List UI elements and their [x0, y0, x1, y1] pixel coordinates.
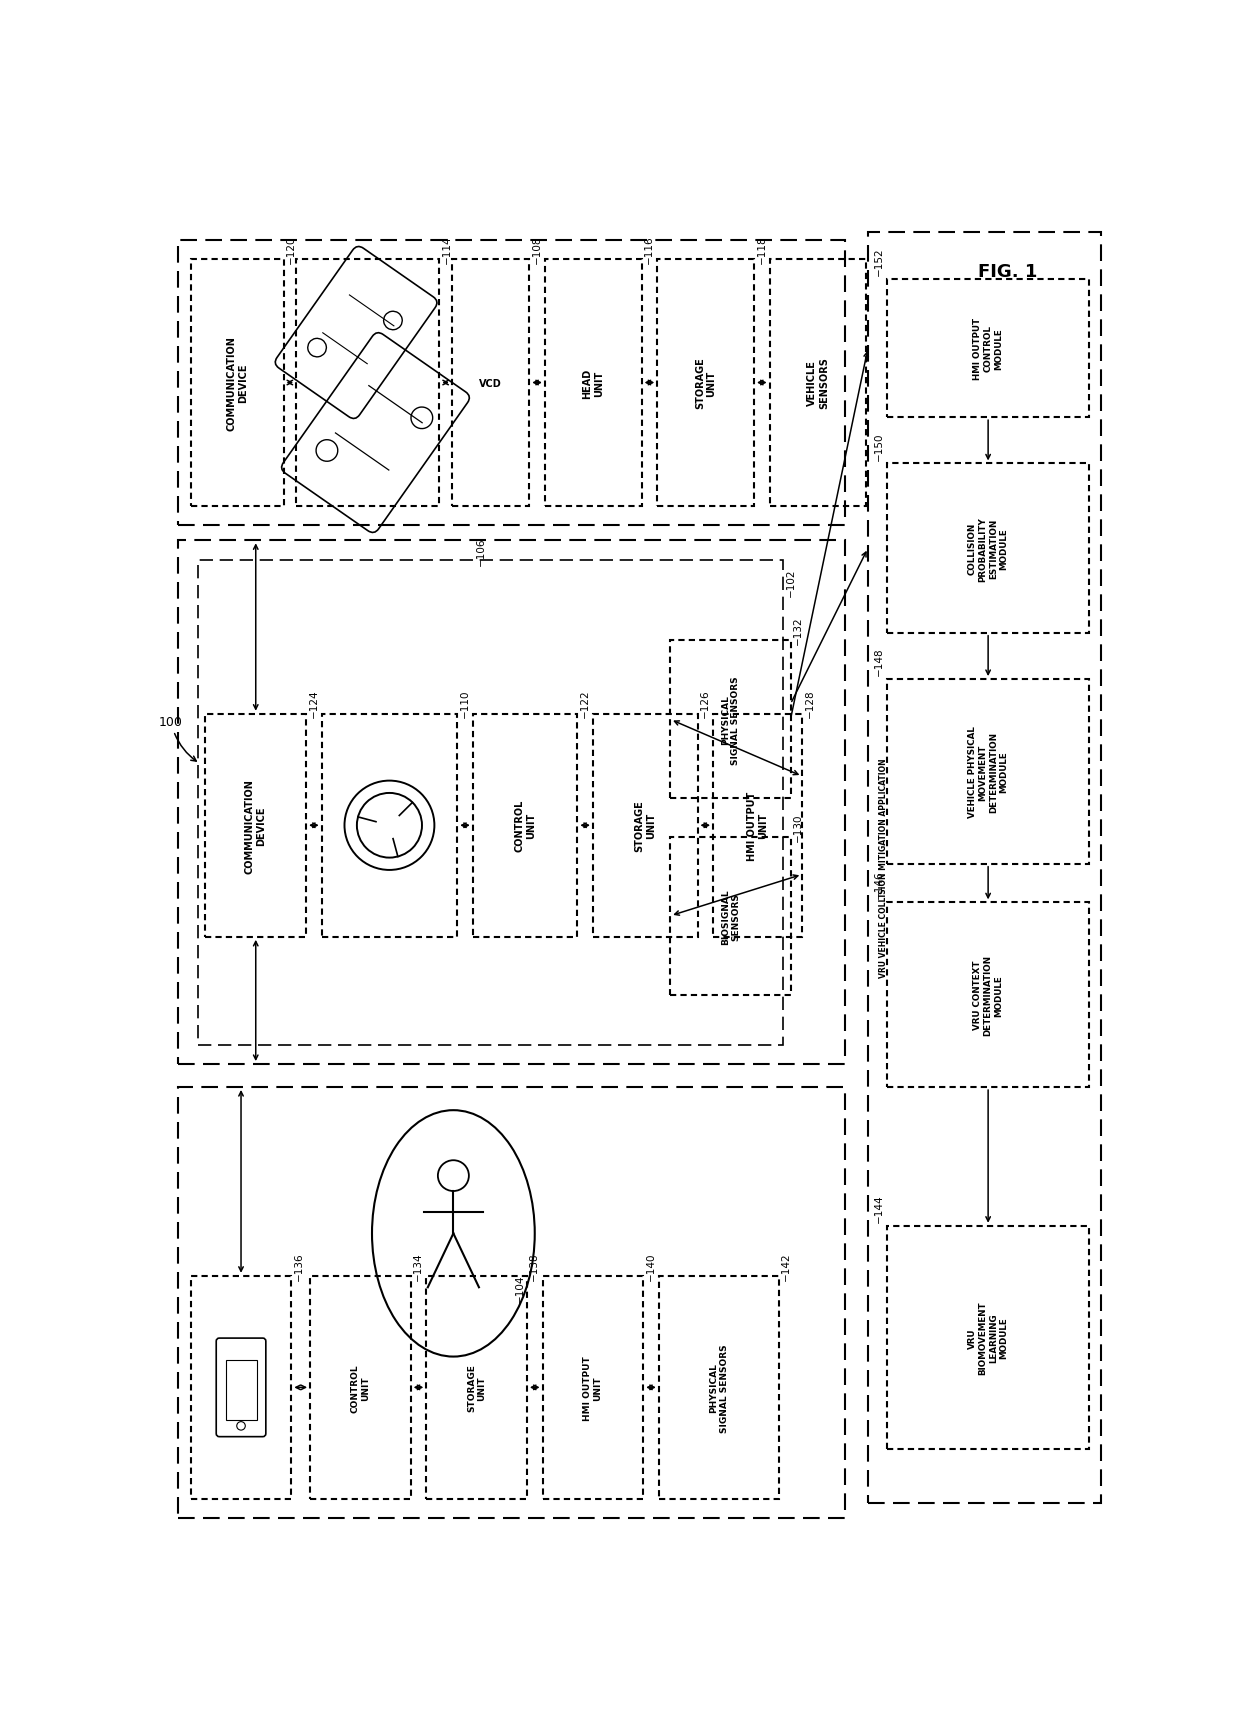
- Text: VRU CONTEXT
DETERMINATION
MODULE: VRU CONTEXT DETERMINATION MODULE: [973, 954, 1003, 1036]
- Text: COLLISION
PROBABILITY
ESTIMATION
MODULE: COLLISION PROBABILITY ESTIMATION MODULE: [968, 516, 1008, 582]
- Text: STORAGE
UNIT: STORAGE UNIT: [467, 1363, 486, 1412]
- Text: −136: −136: [294, 1251, 304, 1280]
- Text: −114: −114: [441, 236, 451, 263]
- Text: −108: −108: [532, 236, 542, 263]
- Text: HMI OUTPUT
UNIT: HMI OUTPUT UNIT: [583, 1354, 603, 1420]
- Text: STORAGE
UNIT: STORAGE UNIT: [694, 357, 717, 409]
- Circle shape: [383, 312, 402, 331]
- Text: CONTROL
UNIT: CONTROL UNIT: [351, 1363, 370, 1412]
- Text: PHYSICAL
SIGNAL SENSORS: PHYSICAL SIGNAL SENSORS: [709, 1344, 729, 1432]
- Text: −134: −134: [413, 1251, 423, 1280]
- Text: −106: −106: [476, 537, 486, 566]
- Text: −150: −150: [874, 431, 884, 461]
- Bar: [191, 1276, 291, 1500]
- Bar: [658, 1276, 779, 1500]
- Bar: [179, 1088, 844, 1519]
- Bar: [310, 1276, 410, 1500]
- Text: COMMUNICATION
DEVICE: COMMUNICATION DEVICE: [246, 778, 267, 873]
- Text: HMI OUTPUT
CONTROL
MODULE: HMI OUTPUT CONTROL MODULE: [973, 317, 1003, 379]
- Bar: [321, 714, 458, 937]
- Text: 100: 100: [159, 715, 196, 762]
- Text: −124: −124: [309, 689, 319, 719]
- Text: CONTROL
UNIT: CONTROL UNIT: [515, 800, 536, 852]
- Bar: [888, 1226, 1089, 1450]
- Bar: [868, 234, 1101, 1503]
- Text: −140: −140: [646, 1251, 656, 1280]
- Bar: [472, 714, 578, 937]
- Text: FIG. 1: FIG. 1: [978, 263, 1037, 281]
- Circle shape: [410, 407, 433, 430]
- Bar: [197, 559, 782, 1044]
- Text: −126: −126: [699, 689, 709, 719]
- Text: −144: −144: [874, 1193, 884, 1223]
- Bar: [713, 714, 802, 937]
- Bar: [671, 641, 791, 798]
- Bar: [179, 540, 844, 1065]
- Text: −138: −138: [529, 1251, 539, 1280]
- Text: STORAGE
UNIT: STORAGE UNIT: [635, 800, 656, 852]
- Text: HMI OUTPUT
UNIT: HMI OUTPUT UNIT: [746, 792, 769, 861]
- Text: VCD: VCD: [479, 378, 502, 388]
- Text: HEAD
UNIT: HEAD UNIT: [583, 369, 604, 398]
- Bar: [191, 260, 284, 506]
- Bar: [593, 714, 697, 937]
- Text: −110: −110: [460, 689, 470, 719]
- Text: BIOSIGNAL
SENSORS: BIOSIGNAL SENSORS: [720, 889, 740, 944]
- Bar: [671, 837, 791, 996]
- Text: −148: −148: [874, 648, 884, 675]
- Bar: [543, 1276, 644, 1500]
- Bar: [770, 260, 867, 506]
- Text: −116: −116: [644, 236, 653, 263]
- Circle shape: [308, 339, 326, 357]
- Text: −120: −120: [286, 236, 296, 263]
- Text: −132: −132: [792, 617, 802, 644]
- Text: VEHICLE
SENSORS: VEHICLE SENSORS: [807, 357, 828, 409]
- Bar: [427, 1276, 527, 1500]
- Text: VEHICLE PHYSICAL
MOVEMENT
DETERMINATION
MODULE: VEHICLE PHYSICAL MOVEMENT DETERMINATION …: [968, 726, 1008, 818]
- Text: −142: −142: [781, 1251, 791, 1280]
- Text: −146: −146: [874, 869, 884, 899]
- Bar: [888, 464, 1089, 634]
- Bar: [451, 260, 529, 506]
- Bar: [888, 679, 1089, 864]
- Text: VRU
BIOMOVEMENT
LEARNING
MODULE: VRU BIOMOVEMENT LEARNING MODULE: [968, 1301, 1008, 1373]
- Bar: [544, 260, 642, 506]
- Text: −122: −122: [580, 689, 590, 719]
- Text: −118: −118: [756, 236, 766, 263]
- Bar: [179, 241, 844, 527]
- Text: PHYSICAL
SIGNAL SENSORS: PHYSICAL SIGNAL SENSORS: [720, 675, 740, 764]
- Bar: [226, 1360, 257, 1420]
- Text: −102: −102: [786, 568, 796, 596]
- Bar: [657, 260, 754, 506]
- Text: COMMUNICATION
DEVICE: COMMUNICATION DEVICE: [227, 336, 248, 431]
- Bar: [206, 714, 306, 937]
- Bar: [296, 260, 439, 506]
- Text: VRU VEHICLE COLLISION MITIGATION APPLICATION: VRU VEHICLE COLLISION MITIGATION APPLICA…: [879, 759, 888, 979]
- Text: −128: −128: [805, 689, 815, 719]
- Text: −152: −152: [874, 248, 884, 275]
- Bar: [888, 902, 1089, 1088]
- Text: −104: −104: [516, 1273, 526, 1302]
- Bar: [888, 279, 1089, 417]
- Text: −130: −130: [792, 812, 802, 842]
- Circle shape: [316, 440, 337, 462]
